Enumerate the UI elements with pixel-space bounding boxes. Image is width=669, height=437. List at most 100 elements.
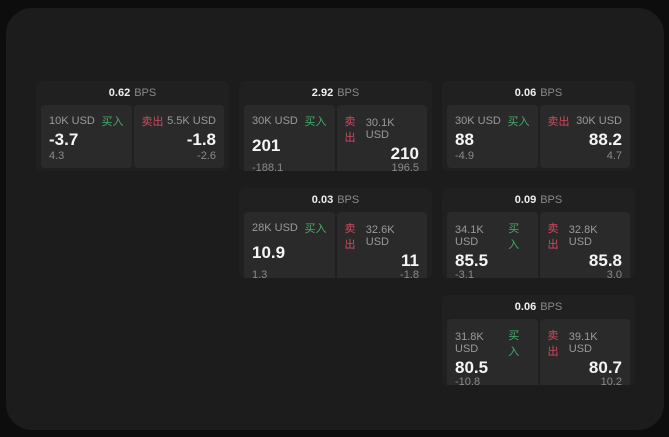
- buy-amount: 31.8K USD: [455, 331, 484, 355]
- buy-side-label: 买入: [304, 223, 327, 235]
- sell-tile-header: 卖出 32.8K USD: [548, 220, 623, 252]
- quote-card: 0.62 BPS 10K USD 买入 -3.7 4.3 卖出 5.5K USD…: [36, 81, 229, 171]
- buy-tile-header: 28K USD 买入: [252, 220, 327, 236]
- sell-amount: 5.5K USD: [167, 115, 216, 127]
- sell-side-label: 卖出: [547, 223, 559, 251]
- buy-delta: -3.1: [455, 269, 474, 278]
- buy-amount: 28K USD: [252, 222, 298, 234]
- buy-tile-header: 31.8K USD 买入: [455, 327, 530, 359]
- sell-price: 11: [401, 251, 419, 270]
- sell-price: -1.8: [186, 130, 216, 149]
- sell-side-label: 卖出: [547, 116, 570, 128]
- bps-unit-label: BPS: [540, 87, 563, 99]
- buy-amount: 30K USD: [455, 115, 501, 127]
- buy-side-label: 买入: [508, 223, 520, 251]
- buy-amount: 10K USD: [49, 115, 95, 127]
- spread-value: 0.06: [514, 87, 537, 99]
- bps-unit-label: BPS: [337, 194, 360, 206]
- quote-card: 0.06 BPS 31.8K USD 买入 80.5 -10.8 卖出 39.1…: [442, 295, 635, 385]
- buy-delta: -10.8: [455, 376, 481, 385]
- sell-quote-tile[interactable]: 卖出 39.1K USD 80.7 10.2: [539, 319, 630, 385]
- quote-card-body: 28K USD 买入 10.9 1.3 卖出 32.6K USD 11 -1.8: [239, 212, 432, 278]
- buy-price: 80.5: [455, 358, 489, 377]
- sell-delta: -1.8: [400, 269, 419, 278]
- bps-unit-label: BPS: [540, 301, 563, 313]
- buy-side-label: 买入: [101, 116, 124, 128]
- buy-tile-header: 34.1K USD 买入: [455, 220, 530, 252]
- buy-tile-header: 10K USD 买入: [49, 113, 124, 129]
- sell-side-label: 卖出: [547, 330, 559, 358]
- buy-side-label: 买入: [507, 116, 530, 128]
- buy-price: 201: [252, 136, 281, 155]
- spread-value: 2.92: [311, 87, 334, 99]
- spread-value: 0.62: [108, 87, 131, 99]
- sell-tile-header: 卖出 30.1K USD: [345, 113, 420, 145]
- sell-price: 210: [390, 144, 419, 163]
- sell-delta: 4.7: [606, 150, 622, 162]
- buy-price: 88: [455, 130, 474, 149]
- sell-quote-tile[interactable]: 卖出 5.5K USD -1.8 -2.6: [133, 105, 224, 168]
- quote-card-body: 30K USD 买入 88 -4.9 卖出 30K USD 88.2 4.7: [442, 105, 635, 171]
- sell-tile-header: 卖出 32.6K USD: [345, 220, 420, 252]
- sell-amount: 30K USD: [576, 115, 622, 127]
- buy-tile-header: 30K USD 买入: [252, 113, 327, 129]
- quote-card-body: 34.1K USD 买入 85.5 -3.1 卖出 32.8K USD 85.8…: [442, 212, 635, 278]
- sell-delta: -2.6: [197, 150, 216, 162]
- sell-price: 88.2: [588, 130, 622, 149]
- sell-side-label: 卖出: [141, 116, 164, 128]
- spread-value: 0.03: [311, 194, 334, 206]
- spread-header: 0.06 BPS: [442, 81, 635, 105]
- buy-price: 85.5: [455, 251, 489, 270]
- sell-quote-tile[interactable]: 卖出 30.1K USD 210 196.5: [336, 105, 427, 171]
- quote-card-body: 30K USD 买入 201 -188.1 卖出 30.1K USD 210 1…: [239, 105, 432, 171]
- sell-tile-header: 卖出 39.1K USD: [548, 327, 623, 359]
- quote-card-body: 10K USD 买入 -3.7 4.3 卖出 5.5K USD -1.8 -2.…: [36, 105, 229, 171]
- sell-amount: 32.8K USD: [568, 224, 598, 248]
- quotes-panel: 0.62 BPS 10K USD 买入 -3.7 4.3 卖出 5.5K USD…: [6, 8, 664, 430]
- buy-quote-tile[interactable]: 30K USD 买入 201 -188.1: [244, 105, 335, 171]
- buy-quote-tile[interactable]: 28K USD 买入 10.9 1.3: [244, 212, 335, 278]
- buy-quote-tile[interactable]: 34.1K USD 买入 85.5 -3.1: [447, 212, 538, 278]
- spread-value: 0.06: [514, 301, 537, 313]
- sell-delta: 3.0: [606, 269, 622, 278]
- sell-amount: 32.6K USD: [365, 224, 395, 248]
- buy-quote-tile[interactable]: 10K USD 买入 -3.7 4.3: [41, 105, 132, 168]
- sell-quote-tile[interactable]: 卖出 32.8K USD 85.8 3.0: [539, 212, 630, 278]
- spread-header: 2.92 BPS: [239, 81, 432, 105]
- buy-amount: 34.1K USD: [455, 224, 484, 248]
- buy-delta: 1.3: [252, 269, 268, 278]
- sell-side-label: 卖出: [344, 223, 356, 251]
- quote-card-body: 31.8K USD 买入 80.5 -10.8 卖出 39.1K USD 80.…: [442, 319, 635, 385]
- spread-header: 0.09 BPS: [442, 188, 635, 212]
- buy-side-label: 买入: [304, 116, 327, 128]
- buy-quote-tile[interactable]: 30K USD 买入 88 -4.9: [447, 105, 538, 168]
- sell-quote-tile[interactable]: 卖出 32.6K USD 11 -1.8: [336, 212, 427, 278]
- sell-amount: 30.1K USD: [365, 117, 395, 141]
- buy-quote-tile[interactable]: 31.8K USD 买入 80.5 -10.8: [447, 319, 538, 385]
- buy-price: -3.7: [49, 130, 79, 149]
- quote-grid: 0.62 BPS 10K USD 买入 -3.7 4.3 卖出 5.5K USD…: [36, 81, 635, 385]
- spread-value: 0.09: [514, 194, 537, 206]
- bps-unit-label: BPS: [337, 87, 360, 99]
- sell-delta: 196.5: [391, 162, 419, 171]
- sell-quote-tile[interactable]: 卖出 30K USD 88.2 4.7: [539, 105, 630, 168]
- buy-delta: -4.9: [455, 150, 474, 162]
- quote-card: 0.03 BPS 28K USD 买入 10.9 1.3 卖出 32.6K US…: [239, 188, 432, 278]
- sell-tile-header: 卖出 5.5K USD: [142, 113, 217, 129]
- bps-unit-label: BPS: [134, 87, 157, 99]
- sell-side-label: 卖出: [344, 116, 356, 144]
- buy-delta: 4.3: [49, 150, 65, 162]
- quote-card: 0.09 BPS 34.1K USD 买入 85.5 -3.1 卖出 32.8K…: [442, 188, 635, 278]
- quote-card: 0.06 BPS 30K USD 买入 88 -4.9 卖出 30K USD 8…: [442, 81, 635, 171]
- bps-unit-label: BPS: [540, 194, 563, 206]
- sell-delta: 10.2: [600, 376, 622, 385]
- spread-header: 0.03 BPS: [239, 188, 432, 212]
- buy-amount: 30K USD: [252, 115, 298, 127]
- spread-header: 0.06 BPS: [442, 295, 635, 319]
- sell-tile-header: 卖出 30K USD: [548, 113, 623, 129]
- sell-price: 80.7: [588, 358, 622, 377]
- buy-delta: -188.1: [252, 162, 284, 171]
- spread-header: 0.62 BPS: [36, 81, 229, 105]
- quote-card: 2.92 BPS 30K USD 买入 201 -188.1 卖出 30.1K …: [239, 81, 432, 171]
